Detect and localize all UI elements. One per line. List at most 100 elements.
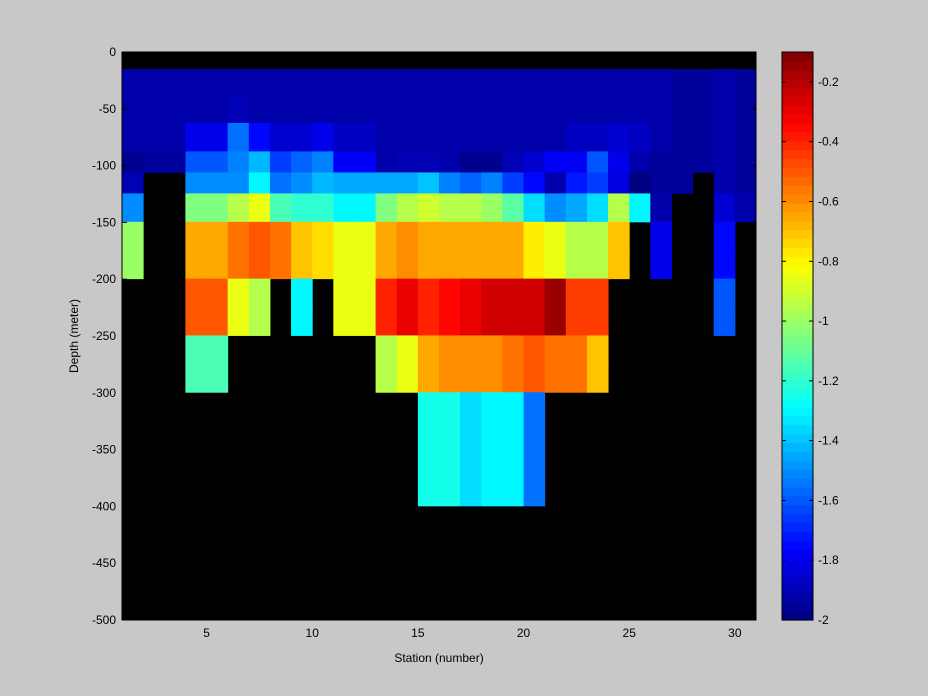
colorbar-segment [782,504,813,515]
colorbar-tick-label: -1 [818,314,829,328]
heatmap-cell [396,151,419,173]
heatmap-cell [417,335,440,365]
heatmap-cell [586,69,609,96]
heatmap-cell [565,250,588,280]
heatmap-cell [460,392,482,422]
heatmap-cell [291,151,313,173]
heatmap-cell [629,69,651,96]
heatmap-cell [460,278,482,308]
heatmap-cell [523,94,546,124]
heatmap-cell [185,69,208,96]
heatmap-cell [460,123,482,152]
heatmap-cell [227,94,250,124]
heatmap-cell [227,250,250,280]
heatmap-cell [375,69,398,96]
colorbar-segment [782,273,813,284]
heatmap-cell [439,123,461,152]
heatmap-cell [734,193,757,223]
colorbar-segment [782,60,813,71]
heatmap-cell [206,69,229,96]
heatmap-cell [671,69,694,96]
heatmap-cell [460,151,482,173]
colorbar-tick-label: -0.6 [818,194,839,208]
heatmap-cell [248,94,271,124]
colorbar-segment [782,540,813,550]
colorbar-segment [782,513,813,523]
heatmap-cell [291,69,313,96]
heatmap-cell [312,94,334,124]
heatmap-cell [502,151,525,173]
heatmap-cell [227,278,250,308]
heatmap-cell [333,193,355,223]
heatmap-cell [439,151,461,173]
colorbar-segment [782,415,813,426]
colorbar-segment [782,389,813,399]
y-axis-label: Depth (meter) [67,299,81,373]
heatmap-cell [565,69,588,96]
heatmap-cell [354,250,377,280]
heatmap-cell [396,278,419,308]
colorbar-segment [782,478,813,488]
heatmap-cell [460,363,482,393]
heatmap-cell [734,172,757,194]
colorbar-segment [782,96,813,106]
heatmap-cell [460,449,482,478]
heatmap-cell [375,307,398,336]
heatmap-cell [502,278,525,308]
heatmap-cell [248,123,271,152]
heatmap-cell [692,69,715,96]
heatmap-cell [143,69,165,96]
heatmap-cell [206,307,229,336]
heatmap-cell [312,123,334,152]
colorbar-frame [781,51,814,621]
heatmap-cell [544,94,567,124]
colorbar-segment [782,238,813,248]
colorbar-segment [782,309,813,319]
heatmap-cell [460,94,482,124]
heatmap-cell [396,307,419,336]
heatmap-cell [439,307,461,336]
heatmap-cell [122,69,144,96]
heatmap-cell [206,335,229,365]
heatmap-cell [206,172,229,194]
heatmap-cell [502,392,525,422]
heatmap-cell [502,477,525,507]
heatmap-cell [185,335,208,365]
heatmap-cell [227,172,250,194]
heatmap-cell [544,335,567,365]
colorbar-segment [782,52,813,62]
heatmap-cell [248,193,271,223]
colorbar-segment [782,114,813,124]
heatmap-cell [206,151,229,173]
colorbar-segment [782,105,813,115]
heatmap-cell [544,69,567,96]
y-tick-label: -300 [92,386,116,400]
y-tick-label: -350 [92,443,116,457]
colorbar-segment [782,398,813,408]
colorbar-segment [782,424,813,435]
heatmap-cell [417,151,440,173]
heatmap-cell [375,363,398,393]
heatmap-cell [671,151,694,173]
heatmap-cell [291,172,313,194]
heatmap-cell [269,151,292,173]
heatmap-cell [439,172,461,194]
heatmap-cell [650,94,672,124]
heatmap-cell [439,449,461,478]
heatmap-cell [354,123,377,152]
heatmap-cell [523,221,546,251]
heatmap-cell [629,193,651,223]
x-axis-ticks: 5 10 15 20 25 30 [203,52,742,640]
heatmap-cell [417,172,440,194]
colorbar-segment [782,362,813,373]
heatmap-cell [354,307,377,336]
colorbar-segment [782,291,813,302]
heatmap-cell [185,250,208,280]
colorbar-segment [782,575,813,586]
heatmap-cell [206,221,229,251]
heatmap-cell [164,123,186,152]
colorbar-segment [782,451,813,461]
heatmap-cell [291,193,313,223]
heatmap-cell [692,94,715,124]
heatmap-cell [439,94,461,124]
